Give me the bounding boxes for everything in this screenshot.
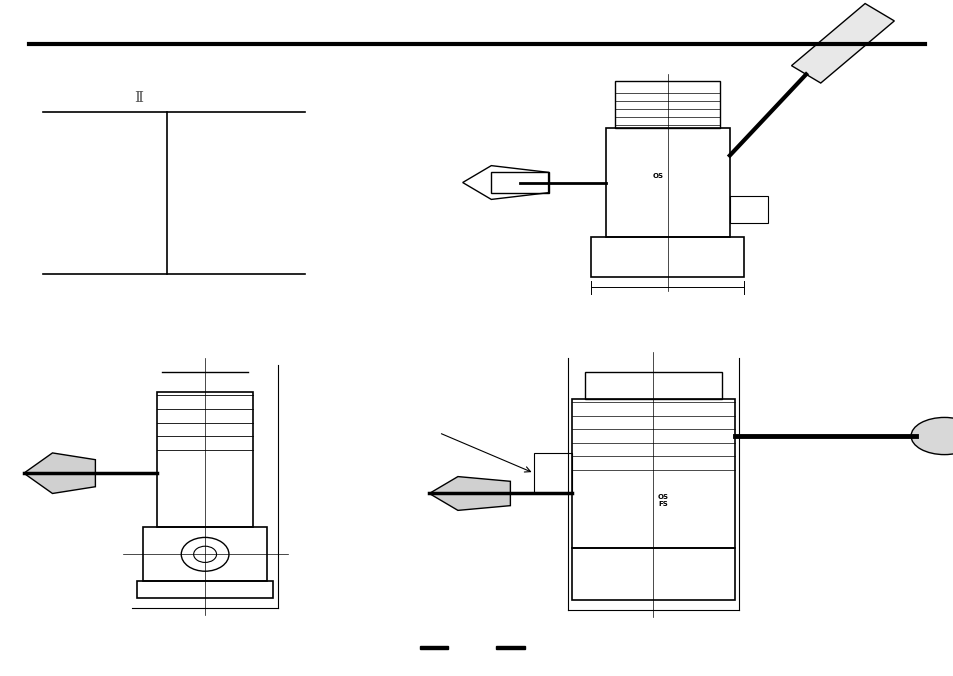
Bar xyxy=(157,392,253,527)
Bar xyxy=(534,453,572,493)
Bar xyxy=(419,646,448,649)
Ellipse shape xyxy=(910,417,953,455)
Bar xyxy=(591,237,743,277)
Polygon shape xyxy=(24,453,95,493)
Bar xyxy=(496,646,524,649)
Bar xyxy=(137,581,273,598)
Bar xyxy=(605,128,729,237)
Bar xyxy=(615,81,720,128)
Bar xyxy=(572,399,734,548)
Bar xyxy=(572,548,734,600)
Text: OS
FS: OS FS xyxy=(657,493,668,507)
Bar xyxy=(584,372,721,399)
Text: OS: OS xyxy=(652,173,663,178)
Bar xyxy=(491,172,548,193)
Bar xyxy=(143,527,267,581)
Polygon shape xyxy=(429,477,510,510)
Polygon shape xyxy=(791,3,893,83)
Text: Ⅱ: Ⅱ xyxy=(133,91,143,105)
Bar xyxy=(729,196,767,223)
